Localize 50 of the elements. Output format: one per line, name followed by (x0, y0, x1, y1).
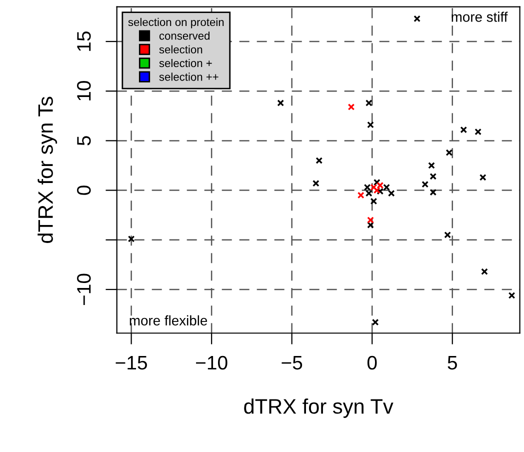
x-tick-label: −10 (196, 356, 228, 370)
point (128, 235, 135, 242)
point (312, 180, 320, 187)
point (364, 184, 371, 191)
annotation: more flexible (130, 315, 208, 326)
point (367, 222, 374, 228)
point (367, 121, 374, 128)
y-tick-label: −10 (77, 274, 91, 306)
legend-label: selection + (159, 58, 212, 68)
annotation: more stiff (452, 12, 508, 22)
legend-label: selection ++ (159, 72, 218, 81)
point (370, 198, 378, 205)
point (365, 100, 372, 106)
x-tick-label: −5 (282, 356, 302, 370)
legend-title: selection on protein (128, 18, 224, 28)
legend-label: selection (159, 45, 202, 54)
y-tick-label: 10 (77, 81, 91, 100)
point (373, 178, 380, 186)
point (422, 180, 429, 188)
y-tick-label: 15 (77, 32, 91, 51)
x-tick-label: −15 (116, 356, 147, 370)
point (388, 190, 395, 197)
x-tick-label: 5 (448, 356, 457, 370)
point (479, 174, 486, 181)
point (373, 186, 380, 194)
point (430, 188, 437, 196)
point (376, 188, 384, 195)
point (383, 184, 390, 191)
point (365, 190, 372, 197)
x-axis-title: dTRX for syn Tv (244, 398, 394, 418)
point (372, 318, 379, 326)
point (316, 157, 323, 164)
point (348, 104, 355, 110)
legend-label: conserved (159, 32, 210, 40)
point (367, 216, 374, 224)
point (414, 15, 420, 22)
y-tick-label: 0 (77, 186, 91, 195)
point (357, 192, 364, 199)
x-tick-label: 0 (367, 356, 377, 370)
point (446, 149, 453, 156)
point (460, 126, 468, 134)
point (277, 100, 284, 106)
point (474, 128, 482, 136)
point (430, 172, 437, 180)
point (444, 231, 451, 238)
point (508, 292, 516, 299)
y-tick-label: 5 (77, 136, 91, 146)
y-axis-title: dTRX for syn Ts (38, 96, 58, 243)
point (481, 268, 488, 276)
point (428, 162, 435, 169)
